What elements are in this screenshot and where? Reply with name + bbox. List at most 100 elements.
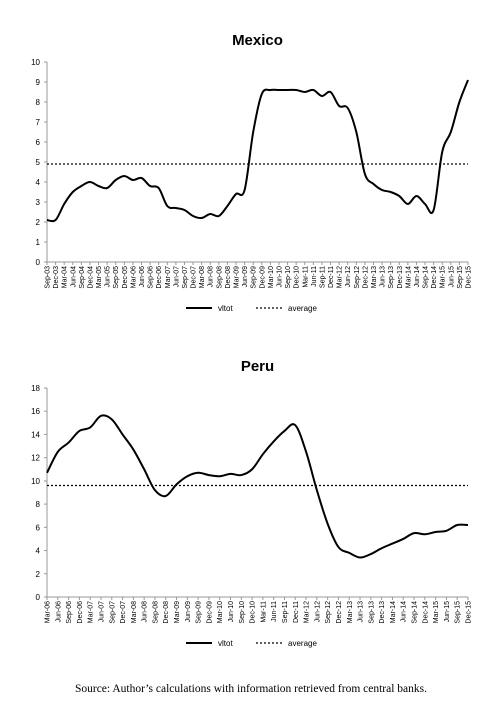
x-tick-label: Mar-10 [217, 601, 224, 623]
x-tick-label: Jun-07 [173, 266, 180, 288]
x-tick-label: Jun-11 [271, 601, 278, 622]
x-tick-label: Dec-15 [466, 266, 473, 289]
series-line-vltot [46, 414, 469, 559]
x-tick-label: Mar-13 [347, 601, 354, 623]
legend-label-average: average [288, 639, 317, 648]
x-tick-label: Mar-07 [165, 266, 172, 288]
x-tick-label: Dec-12 [362, 266, 369, 289]
x-tick-label: Mar-14 [390, 601, 397, 623]
x-tick-label: Mar-11 [260, 601, 267, 623]
legend-label-vltot: vltot [218, 639, 233, 648]
x-tick-label: Dec-11 [328, 266, 335, 288]
x-tick-label: Jun-09 [185, 601, 192, 623]
x-tick-label: Jun-12 [345, 266, 352, 288]
y-tick-label: 6 [36, 138, 41, 147]
x-tick-label: Dec-13 [379, 601, 386, 624]
x-tick-label: Sep-12 [325, 601, 332, 624]
x-tick-label: Dec-15 [466, 601, 473, 624]
source-note: Source: Author’s calculations with infor… [74, 683, 428, 695]
x-tick-label: Sep-09 [251, 266, 258, 289]
y-tick-label: 8 [36, 98, 41, 107]
x-tick-label: Jun-13 [380, 266, 387, 288]
x-tick-label: Mar-07 [88, 601, 95, 623]
x-tick-label: Dec-10 [250, 601, 257, 624]
x-tick-label: Sep-06 [148, 266, 155, 289]
y-tick-label: 9 [36, 78, 41, 87]
x-tick-label: Mar-11 [302, 266, 309, 288]
y-tick-label: 1 [36, 238, 41, 247]
x-tick-label: Jun-05 [105, 266, 112, 288]
x-tick-label: Sep-14 [423, 266, 430, 289]
x-tick-label: Dec-11 [293, 601, 300, 623]
x-tick-label: Sep-07 [182, 266, 189, 289]
x-tick-label: Dec-09 [206, 601, 213, 624]
x-tick-label: Sep-08 [216, 266, 223, 289]
x-tick-label: Sep-04 [79, 266, 86, 289]
x-tick-label: Sep-13 [388, 266, 395, 289]
y-tick-label: 18 [31, 384, 40, 393]
y-tick-label: 3 [36, 198, 41, 207]
x-tick-label: Jun-14 [414, 266, 421, 288]
y-tick-label: 10 [31, 477, 40, 486]
x-tick-label: Dec-12 [336, 601, 343, 624]
y-tick-label: 14 [31, 430, 40, 439]
x-tick-label: Sep-10 [285, 266, 292, 289]
x-tick-label: Mar-05 [96, 266, 103, 288]
x-tick-label: Dec-14 [422, 601, 429, 624]
x-tick-label: Dec-07 [191, 266, 198, 289]
x-tick-label: Sep-07 [109, 601, 116, 624]
y-tick-label: 12 [31, 454, 40, 463]
y-tick-label: 0 [36, 593, 41, 602]
chart-title: Peru [241, 358, 274, 375]
series-line-vltot [46, 79, 469, 223]
x-tick-label: Dec-09 [259, 266, 266, 289]
x-tick-label: Sep-08 [152, 601, 159, 624]
x-tick-label: Sep-13 [368, 601, 375, 624]
x-tick-label: Dec-04 [87, 266, 94, 289]
y-tick-label: 10 [31, 58, 40, 67]
y-tick-label: 8 [36, 500, 41, 509]
x-tick-label: Mar-06 [45, 601, 52, 623]
x-tick-label: Jun-06 [55, 601, 62, 623]
x-tick-label: Dec-10 [294, 266, 301, 289]
x-tick-label: Dec-08 [225, 266, 232, 289]
x-tick-label: Jun-11 [311, 266, 318, 287]
legend-label-vltot: vltot [218, 304, 233, 313]
y-tick-label: 4 [36, 178, 41, 187]
x-tick-label: Jun-10 [228, 601, 235, 623]
x-tick-label: Jun-15 [444, 601, 451, 623]
x-tick-label: Sep-12 [354, 266, 361, 289]
y-tick-label: 5 [36, 158, 41, 167]
legend-label-average: average [288, 304, 317, 313]
x-tick-label: Dec-06 [156, 266, 163, 289]
x-tick-label: Sep-05 [113, 266, 120, 289]
x-tick-label: Sep-03 [45, 266, 52, 289]
x-tick-label: Mar-15 [440, 266, 447, 288]
x-tick-label: Sep-11 [319, 266, 326, 288]
x-tick-label: Mar-10 [268, 266, 275, 288]
x-tick-label: Mar-09 [234, 266, 241, 288]
x-tick-label: Jun-14 [401, 601, 408, 623]
x-tick-label: Mar-12 [304, 601, 311, 623]
x-tick-label: Jun-06 [139, 266, 146, 288]
x-tick-label: Jun-12 [314, 601, 321, 623]
x-tick-label: Jun-15 [448, 266, 455, 288]
y-tick-label: 16 [31, 407, 40, 416]
x-tick-label: Jun-09 [242, 266, 249, 288]
x-tick-label: Dec-14 [431, 266, 438, 289]
x-tick-label: Sep-15 [455, 601, 462, 624]
y-tick-label: 2 [36, 218, 41, 227]
x-tick-label: Dec-03 [53, 266, 60, 289]
x-tick-label: Mar-15 [433, 601, 440, 623]
x-tick-label: Mar-14 [405, 266, 412, 288]
x-tick-label: Dec-13 [397, 266, 404, 289]
x-tick-label: Mar-08 [199, 266, 206, 288]
x-tick-label: Dec-06 [77, 601, 84, 624]
x-tick-label: Sep-14 [412, 601, 419, 624]
x-tick-label: Mar-08 [131, 601, 138, 623]
x-tick-label: Sep-15 [457, 266, 464, 289]
y-tick-label: 7 [36, 118, 41, 127]
x-tick-label: Dec-05 [122, 266, 129, 289]
